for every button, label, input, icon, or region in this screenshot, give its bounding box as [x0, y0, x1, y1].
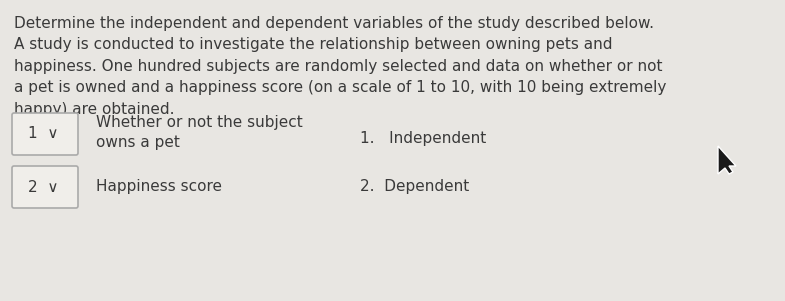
Text: 2  ∨: 2 ∨: [28, 179, 59, 194]
Text: Whether or not the subject: Whether or not the subject: [96, 116, 303, 131]
Text: Determine the independent and dependent variables of the study described below.: Determine the independent and dependent …: [14, 16, 654, 31]
Text: owns a pet: owns a pet: [96, 135, 180, 150]
FancyBboxPatch shape: [12, 113, 78, 155]
Text: Happiness score: Happiness score: [96, 179, 222, 194]
Text: 1.   Independent: 1. Independent: [360, 131, 486, 145]
FancyBboxPatch shape: [12, 166, 78, 208]
Text: 1  ∨: 1 ∨: [28, 126, 59, 141]
Text: A study is conducted to investigate the relationship between owning pets and
hap: A study is conducted to investigate the …: [14, 37, 666, 117]
Text: 2.  Dependent: 2. Dependent: [360, 179, 469, 194]
Polygon shape: [718, 146, 736, 174]
